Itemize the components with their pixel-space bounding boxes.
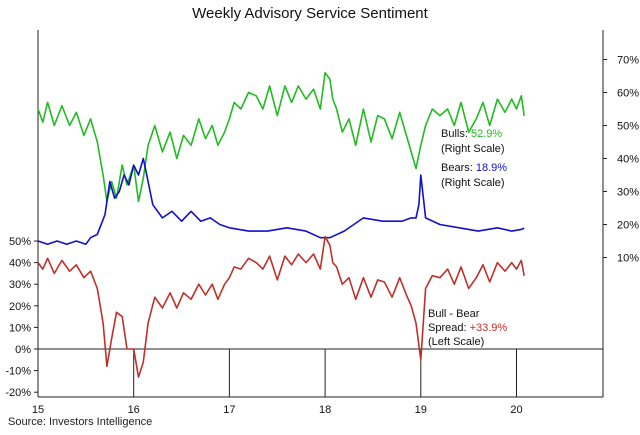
x-tick-label: 19 <box>415 404 427 416</box>
spread-annotation: Bull - Bear Spread: +33.9% (Left Scale) <box>428 308 507 348</box>
right-tick-label: 60% <box>617 88 639 100</box>
x-tick-label: 17 <box>223 404 235 416</box>
chart-title: Weekly Advisory Service Sentiment <box>192 5 428 22</box>
bulls-label: Bulls: <box>441 128 468 140</box>
right-tick-label: 40% <box>617 154 639 166</box>
left-tick-label: 30% <box>9 279 31 291</box>
bears-annotation: Bears: 18.9% (Right Scale) <box>441 162 507 189</box>
left-tick-label: 0% <box>15 344 31 356</box>
right-tick-label: 70% <box>617 55 639 67</box>
spread-label-2: Spread: <box>428 322 467 334</box>
bears-line <box>37 157 525 246</box>
svg-text:Bulls: 52.9%: Bulls: 52.9% <box>441 128 502 140</box>
bulls-scale: (Right Scale) <box>441 143 505 155</box>
axes: 10% 20% 30% 40% 50% 60% 70% -20% -10% 0% 10% 20% 30%… <box>5 30 639 416</box>
svg-text:Bears: 18.9%: Bears: 18.9% <box>441 162 507 174</box>
x-tick-label: 18 <box>319 404 331 416</box>
left-tick-label: -20% <box>5 387 31 399</box>
svg-text:Spread: +33.9%: Spread: +33.9% <box>428 322 507 334</box>
spread-label: Bull - Bear <box>428 308 480 320</box>
right-tick-label: 50% <box>617 121 639 133</box>
left-tick-label: 40% <box>9 258 31 270</box>
right-tick-label: 30% <box>617 187 639 199</box>
x-tick-label: 16 <box>128 404 140 416</box>
series-layer <box>37 71 525 378</box>
bears-scale: (Right Scale) <box>441 177 505 189</box>
right-tick-label: 20% <box>617 220 639 232</box>
x-tick-label: 15 <box>32 404 44 416</box>
spread-scale: (Left Scale) <box>428 336 484 348</box>
x-tick-label: 20 <box>510 404 522 416</box>
left-tick-label: -10% <box>5 366 31 378</box>
left-tick-label: 10% <box>9 322 31 334</box>
left-tick-label: 50% <box>9 236 31 248</box>
spread-value: +33.9% <box>470 322 508 334</box>
bull-bear-spread-line <box>37 235 525 378</box>
bears-value: 18.9% <box>476 162 507 174</box>
right-tick-label: 10% <box>617 253 639 265</box>
left-tick-label: 20% <box>9 301 31 313</box>
bears-label: Bears: <box>441 162 473 174</box>
source-note: Source: Investors Intelligence <box>8 416 153 428</box>
bulls-value: 52.9% <box>471 128 502 140</box>
bulls-annotation: Bulls: 52.9% (Right Scale) <box>441 128 505 155</box>
